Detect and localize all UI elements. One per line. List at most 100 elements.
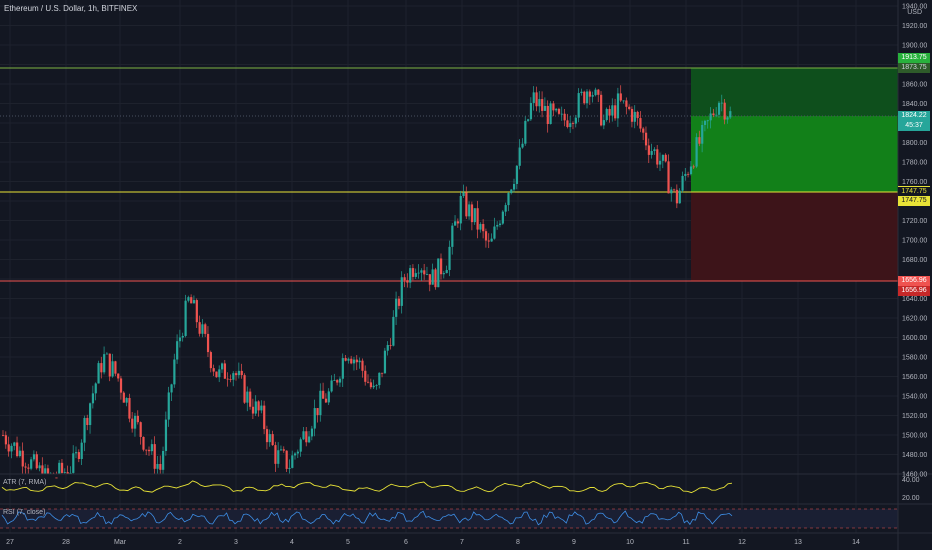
- candle-body: [308, 436, 311, 443]
- candle-body: [142, 436, 145, 450]
- candle-body: [406, 280, 409, 283]
- candle-body: [659, 160, 662, 165]
- candle-body: [425, 274, 429, 276]
- candle-body: [294, 453, 297, 456]
- candle-body: [364, 370, 367, 382]
- candle-body: [305, 431, 308, 443]
- candle-body: [246, 391, 249, 403]
- candle-body: [94, 383, 97, 394]
- candle-body: [122, 392, 125, 403]
- candle-body: [723, 102, 726, 120]
- rsi-line: [1, 510, 733, 526]
- candle-body: [285, 450, 288, 469]
- current-price-tag: 1824.22: [898, 111, 930, 121]
- candle-body: [271, 434, 274, 446]
- candle-body: [709, 113, 712, 121]
- candle-body: [103, 354, 106, 373]
- target-tag[interactable]: 1873.75: [898, 63, 930, 73]
- candle-body: [667, 161, 670, 194]
- candle-body: [173, 359, 176, 385]
- candle-body: [277, 450, 280, 464]
- price-tick-label: 1940.00: [902, 4, 927, 11]
- candle-body: [476, 208, 479, 230]
- time-tick-label: 13: [794, 539, 802, 546]
- rsi-label[interactable]: RSI (7, close): [3, 509, 46, 516]
- candle-body: [557, 108, 561, 114]
- candle-body: [569, 123, 572, 128]
- candle-body: [698, 137, 701, 144]
- candle-body: [628, 106, 631, 109]
- candle-body: [145, 449, 148, 451]
- time-tick-label: 5: [346, 539, 350, 546]
- candle-body: [133, 415, 137, 429]
- price-tick-label: 1780.00: [902, 160, 927, 167]
- candle-body: [91, 393, 95, 404]
- candle-body: [535, 92, 538, 107]
- candle-body: [159, 463, 162, 470]
- candle-body: [69, 472, 72, 474]
- candle-body: [257, 401, 260, 411]
- candle-body: [350, 358, 353, 364]
- loss-zone: [691, 192, 898, 281]
- price-axis-ticks[interactable]: 1940.001920.001900.001880.001860.001840.…: [902, 4, 927, 479]
- candle-body: [484, 231, 488, 241]
- candle-body: [538, 99, 541, 107]
- candle-body: [687, 173, 690, 175]
- chart-title[interactable]: Ethereum / U.S. Dollar, 1h, BITFINEX: [4, 4, 138, 13]
- entry-tag[interactable]: 1747.75: [898, 196, 930, 206]
- candle-body: [616, 93, 620, 119]
- candle-body: [221, 363, 224, 370]
- candle-body: [577, 93, 580, 118]
- candle-body: [260, 405, 263, 411]
- candle-body: [10, 445, 13, 452]
- rsi-band: [0, 509, 898, 528]
- candle-body: [510, 189, 513, 194]
- candle-body: [670, 189, 673, 194]
- candle-body: [178, 337, 182, 342]
- candle-body: [181, 335, 184, 338]
- candle-body: [409, 268, 412, 283]
- candle-body: [395, 298, 398, 317]
- candle-body: [86, 417, 89, 425]
- atr-label[interactable]: ATR (7, RMA): [3, 479, 47, 486]
- candle-body: [21, 450, 24, 467]
- time-tick-label: 4: [290, 539, 294, 546]
- candle-body: [44, 468, 47, 474]
- candle-body: [367, 381, 370, 383]
- time-axis-ticks[interactable]: 27 28 Mar 2 3 4 5 6 7 8 9 10 11 12 13 14: [6, 539, 860, 546]
- candle-body: [378, 372, 381, 386]
- candle-body: [546, 105, 549, 125]
- candle-body: [249, 391, 252, 407]
- time-tick-label: 10: [626, 539, 634, 546]
- candle-body: [518, 147, 521, 166]
- candle-body: [644, 132, 648, 146]
- candle-body: [274, 445, 277, 464]
- candle-body: [591, 95, 594, 97]
- candle-body: [60, 462, 64, 473]
- candle-body: [448, 246, 451, 270]
- candle-body: [465, 192, 468, 217]
- candle-body: [355, 359, 358, 363]
- candle-body: [437, 258, 440, 288]
- candle-body: [479, 224, 482, 230]
- candle-body: [493, 226, 496, 239]
- candle-body: [602, 120, 606, 126]
- stop-tag[interactable]: 1656.96: [898, 286, 930, 296]
- candle-body: [232, 373, 235, 380]
- candle-body: [338, 378, 342, 383]
- candle-body: [633, 111, 636, 122]
- candle-body: [543, 105, 547, 111]
- price-tick-label: 1600.00: [902, 335, 927, 342]
- candle-body: [195, 300, 198, 323]
- price-axis-unit: USD: [907, 9, 922, 16]
- price-tick-label: 1580.00: [902, 355, 927, 362]
- candle-body: [588, 91, 592, 97]
- candle-body: [223, 363, 227, 379]
- candle-body: [552, 103, 555, 111]
- candle-body: [72, 453, 75, 473]
- price-tick-label: 1720.00: [902, 218, 927, 225]
- time-tick-label: Mar: [114, 539, 127, 546]
- candle-body: [375, 385, 378, 386]
- candle-body: [403, 277, 406, 281]
